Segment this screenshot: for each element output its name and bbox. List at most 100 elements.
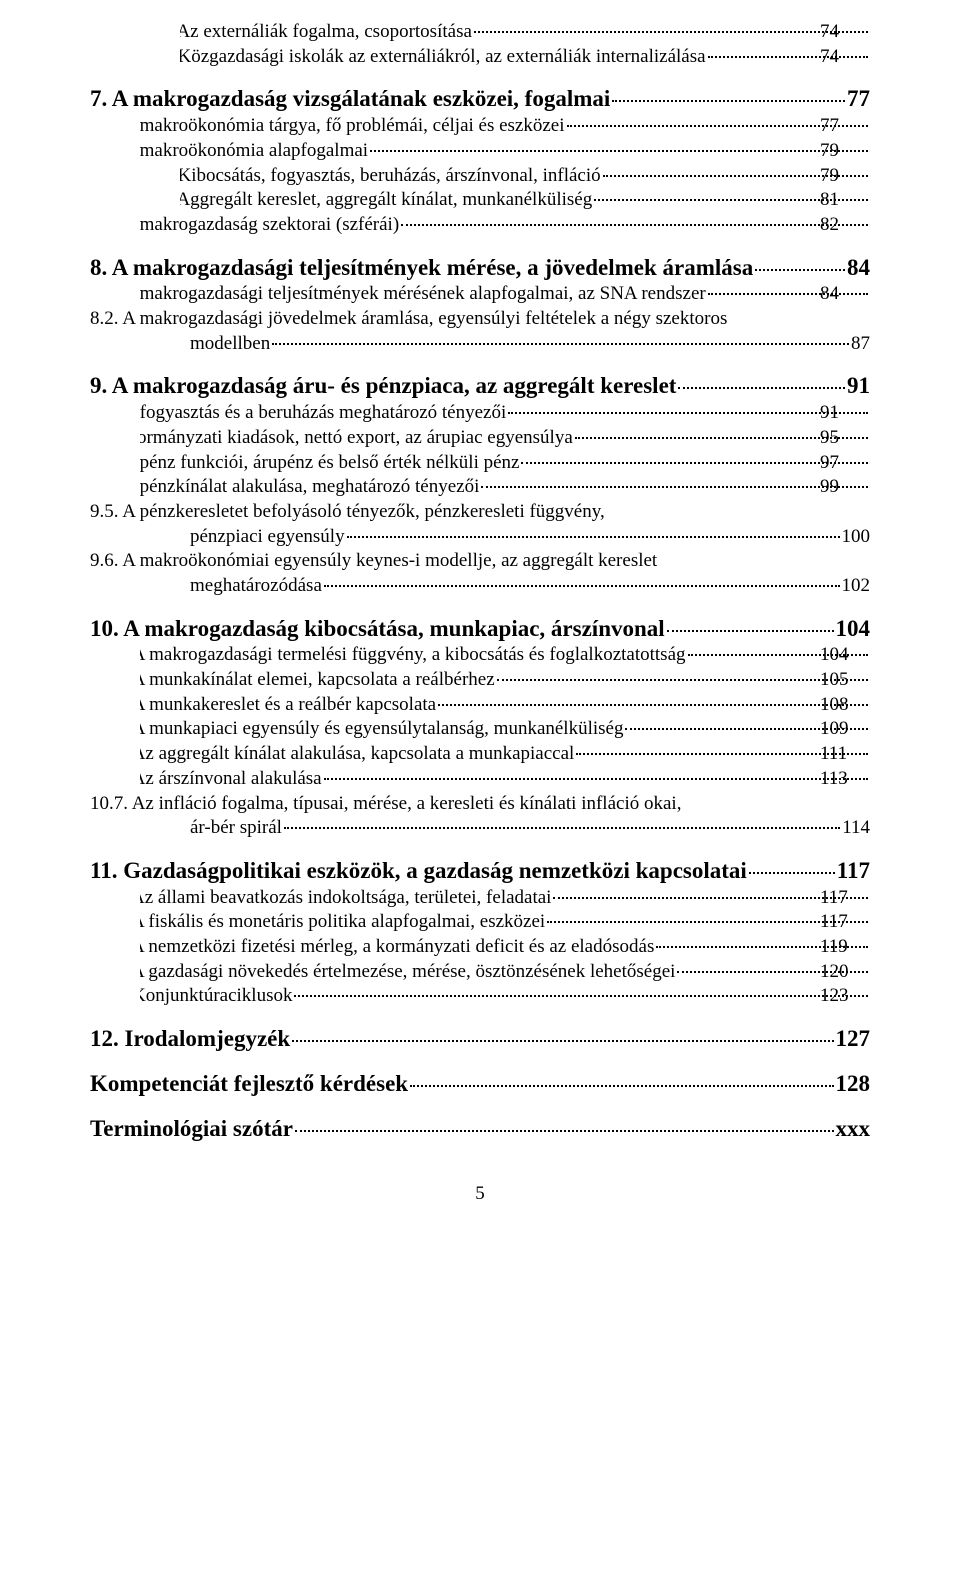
toc-leader-dots	[508, 412, 868, 414]
toc-leader-dots	[401, 224, 868, 226]
toc-label: 9.2. Kormányzati kiadások, nettó export,…	[140, 426, 573, 451]
toc-entry: 7.2.2. Aggregált kereslet, aggregált kín…	[180, 188, 870, 213]
toc-label: meghatározódása	[190, 574, 322, 599]
toc-page: 91	[847, 372, 870, 401]
toc-page: 84	[847, 254, 870, 283]
toc-leader-dots	[410, 1085, 833, 1087]
toc-heading: 7. A makrogazdaság vizsgálatának eszköze…	[90, 85, 870, 114]
toc-entry: 11.4. A gazdasági növekedés értelmezése,…	[140, 960, 870, 985]
toc-leader-dots	[678, 387, 845, 389]
toc-label: 10. A makrogazdaság kibocsátása, munkapi…	[90, 615, 665, 644]
toc-leader-dots	[272, 343, 849, 345]
toc-entry: 10.1. A makrogazdasági termelési függvén…	[140, 643, 870, 668]
toc-label: 6.3.1. Az externáliák fogalma, csoportos…	[180, 20, 472, 45]
toc-page: 100	[842, 525, 871, 550]
toc-block: 6.3.1. Az externáliák fogalma, csoportos…	[90, 20, 870, 69]
toc-leader-dots	[594, 199, 868, 201]
toc-label: 11. Gazdaságpolitikai eszközök, a gazdas…	[90, 857, 747, 886]
toc-label: 10.2. A munkakínálat elemei, kapcsolata …	[140, 668, 495, 693]
toc-leader-dots	[688, 654, 868, 656]
toc-label: 8. A makrogazdasági teljesítmények mérés…	[90, 254, 753, 283]
toc-block: 7. A makrogazdaság vizsgálatának eszköze…	[90, 85, 870, 237]
toc-label: Kompetenciát fejlesztő kérdések	[90, 1070, 408, 1099]
toc-heading: 8. A makrogazdasági teljesítmények mérés…	[90, 254, 870, 283]
toc-entry: 9.2. Kormányzati kiadások, nettó export,…	[140, 426, 870, 451]
toc-label: 11.2. A fiskális és monetáris politika a…	[140, 910, 545, 935]
toc-entry: 6.3.1. Az externáliák fogalma, csoportos…	[180, 20, 870, 45]
toc-entry-continuation: meghatározódása 102	[190, 574, 870, 599]
toc-label: 10.1. A makrogazdasági termelési függvén…	[140, 643, 686, 668]
toc-entry-continuation: ár-bér spirál114	[190, 816, 870, 841]
toc-label: 11.5. Konjunktúraciklusok	[140, 984, 292, 1009]
toc-label: 12. Irodalomjegyzék	[90, 1025, 290, 1054]
toc-entry: 7.2. A makroökonómia alapfogalmai79	[140, 139, 870, 164]
toc-entry: 7.1. A makroökonómia tárgya, fő problémá…	[140, 114, 870, 139]
toc-entry: 9.3. A pénz funkciói, árupénz és belső é…	[140, 451, 870, 476]
toc-leader-dots	[324, 585, 840, 587]
toc-label: 11.4. A gazdasági növekedés értelmezése,…	[140, 960, 675, 985]
toc-page: 77	[847, 85, 870, 114]
toc-leader-dots	[497, 679, 868, 681]
toc-label: modellben	[190, 332, 270, 357]
toc-leader-dots	[521, 462, 868, 464]
toc-label: 8.1. A makrogazdasági teljesítmények mér…	[140, 282, 706, 307]
toc-label: pénzpiaci egyensúly	[190, 525, 345, 550]
toc-block: 12. Irodalomjegyzék 127	[90, 1025, 870, 1054]
toc-leader-dots	[612, 100, 845, 102]
toc-entry: 9.5. A pénzkeresletet befolyásoló tényez…	[140, 500, 870, 525]
toc-entry: 9.4. A pénzkínálat alakulása, meghatároz…	[140, 475, 870, 500]
toc-page: 128	[836, 1070, 871, 1099]
toc-entry: 10.6. Az árszínvonal alakulása113	[140, 767, 870, 792]
toc-leader-dots	[474, 31, 868, 33]
toc-block: Kompetenciát fejlesztő kérdések 128	[90, 1070, 870, 1099]
toc-leader-dots	[370, 150, 868, 152]
toc-leader-dots	[347, 536, 840, 538]
toc-entry: 10.4. A munkapiaci egyensúly és egyensúl…	[140, 717, 870, 742]
toc-block: 9. A makrogazdaság áru- és pénzpiaca, az…	[90, 372, 870, 598]
toc-page: 127	[836, 1025, 871, 1054]
toc-entry: 11.2. A fiskális és monetáris politika a…	[140, 910, 870, 935]
toc-label: 10.4. A munkapiaci egyensúly és egyensúl…	[140, 717, 623, 742]
table-of-contents: 6.3.1. Az externáliák fogalma, csoportos…	[90, 20, 870, 1143]
toc-heading: Terminológiai szótárxxx	[90, 1115, 870, 1144]
toc-page: 114	[842, 816, 870, 841]
toc-leader-dots	[576, 753, 868, 755]
toc-leader-dots	[547, 921, 868, 923]
toc-label: 11.3. A nemzetközi fizetési mérleg, a ko…	[140, 935, 654, 960]
toc-label: 7.3. A makrogazdaság szektorai (szférái)	[140, 213, 399, 238]
toc-leader-dots	[749, 872, 835, 874]
toc-heading: 9. A makrogazdaság áru- és pénzpiaca, az…	[90, 372, 870, 401]
toc-entry: 10.2. A munkakínálat elemei, kapcsolata …	[140, 668, 870, 693]
toc-entry: 11.5. Konjunktúraciklusok123	[140, 984, 870, 1009]
toc-entry: 10.7. Az infláció fogalma, típusai, méré…	[140, 792, 870, 817]
toc-block: 8. A makrogazdasági teljesítmények mérés…	[90, 254, 870, 357]
toc-page: 117	[837, 857, 870, 886]
toc-leader-dots	[603, 175, 868, 177]
toc-label: 7.2.1. Kibocsátás, fogyasztás, beruházás…	[180, 164, 601, 189]
toc-leader-dots	[567, 125, 868, 127]
toc-entry: 11.1. Az állami beavatkozás indokoltsága…	[140, 886, 870, 911]
toc-label: 10.5. Az aggregált kínálat alakulása, ka…	[140, 742, 574, 767]
toc-leader-dots	[625, 728, 868, 730]
toc-label: 7.2. A makroökonómia alapfogalmai	[140, 139, 368, 164]
toc-leader-dots	[294, 995, 868, 997]
toc-leader-dots	[755, 269, 845, 271]
toc-label: 7.2.2. Aggregált kereslet, aggregált kín…	[180, 188, 592, 213]
toc-page: xxx	[836, 1115, 871, 1144]
toc-label: 7. A makrogazdaság vizsgálatának eszköze…	[90, 85, 610, 114]
toc-leader-dots	[708, 293, 868, 295]
toc-entry: 8.1. A makrogazdasági teljesítmények mér…	[140, 282, 870, 307]
toc-leader-dots	[575, 437, 868, 439]
toc-heading: 12. Irodalomjegyzék 127	[90, 1025, 870, 1054]
toc-block: Terminológiai szótárxxx	[90, 1115, 870, 1144]
toc-label: 9. A makrogazdaság áru- és pénzpiaca, az…	[90, 372, 676, 401]
toc-leader-dots	[708, 56, 868, 58]
toc-page: 102	[842, 574, 871, 599]
toc-entry: 7.2.1. Kibocsátás, fogyasztás, beruházás…	[180, 164, 870, 189]
toc-label: 6.3.2. Közgazdasági iskolák az externáli…	[180, 45, 706, 70]
toc-leader-dots	[481, 486, 868, 488]
toc-page: 104	[836, 615, 871, 644]
toc-heading: 10. A makrogazdaság kibocsátása, munkapi…	[90, 615, 870, 644]
toc-leader-dots	[324, 778, 868, 780]
page-number: 5	[90, 1183, 870, 1205]
